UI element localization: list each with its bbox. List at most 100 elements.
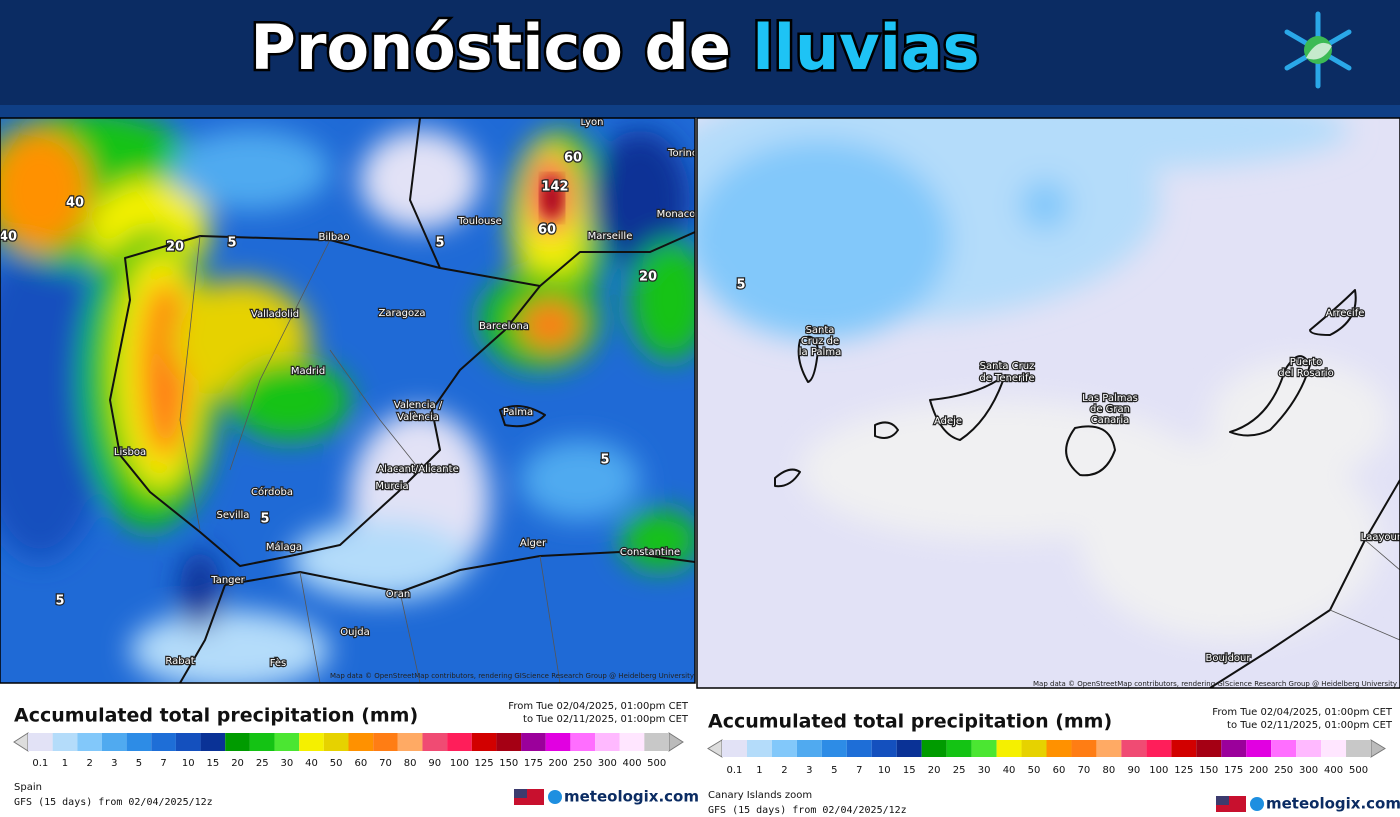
scale-label: 100 bbox=[450, 758, 469, 769]
scale-label: 80 bbox=[404, 758, 417, 769]
scale-label: 40 bbox=[1003, 765, 1016, 776]
map-frame bbox=[0, 117, 696, 684]
scale-label: 70 bbox=[379, 758, 392, 769]
scale-swatch bbox=[896, 740, 922, 757]
scale-swatch bbox=[28, 733, 53, 751]
city-label: Rabat bbox=[165, 656, 194, 667]
scale-label: 400 bbox=[1324, 765, 1343, 776]
date-to: to Tue 02/11/2025, 01:00pm CET bbox=[523, 714, 689, 725]
scale-label: 25 bbox=[256, 758, 269, 769]
city-label: Bilbao bbox=[318, 232, 349, 243]
city-label: Adeje bbox=[934, 416, 962, 427]
contour-label: 5 bbox=[227, 236, 236, 251]
city-label: Córdoba bbox=[251, 486, 293, 498]
scale-swatch bbox=[77, 733, 102, 751]
scale-label: 0.1 bbox=[727, 765, 743, 776]
brand-icon bbox=[1250, 797, 1264, 811]
scale-swatch bbox=[722, 740, 747, 757]
city-label: Torino bbox=[667, 148, 698, 159]
scale-label: 300 bbox=[1299, 765, 1318, 776]
scale-label: 150 bbox=[499, 758, 518, 769]
scale-swatch bbox=[225, 733, 250, 751]
scale-swatch bbox=[1046, 740, 1072, 757]
scale-swatch bbox=[397, 733, 423, 751]
city-label: Palma bbox=[503, 407, 533, 418]
region: Canary Islands zoom bbox=[708, 790, 812, 801]
scale-arrow bbox=[707, 739, 723, 758]
contour-label: 20 bbox=[639, 270, 657, 285]
model: GFS (15 days) from 02/04/2025/12z bbox=[708, 805, 907, 816]
scale-label: 125 bbox=[475, 758, 494, 769]
scale-label: 30 bbox=[978, 765, 991, 776]
map-spain: Map data © OpenStreetMap contributors, r… bbox=[0, 118, 698, 683]
scale-label: 10 bbox=[878, 765, 891, 776]
scale-swatch bbox=[821, 740, 847, 757]
city-label: Toulouse bbox=[457, 216, 501, 227]
contour-label: 40 bbox=[66, 196, 84, 211]
city-label: Alger bbox=[520, 538, 547, 549]
scale-swatch bbox=[447, 733, 472, 751]
scale-label: 20 bbox=[231, 758, 244, 769]
city-label: Santa bbox=[806, 325, 835, 336]
scale-label: 5 bbox=[136, 758, 142, 769]
scale-swatch bbox=[1071, 740, 1097, 757]
contour-label: 5 bbox=[600, 453, 609, 468]
scale-label: 150 bbox=[1199, 765, 1218, 776]
city-label: Laayoune bbox=[1361, 532, 1400, 543]
city-label: Lisboa bbox=[114, 447, 146, 458]
city-label: Oran bbox=[386, 589, 410, 600]
city-label: de Tenerife bbox=[979, 373, 1034, 384]
scale-label: 175 bbox=[1224, 765, 1243, 776]
scale-label: 20 bbox=[928, 765, 941, 776]
city-label: Cruz de bbox=[801, 336, 839, 347]
city-label: Monaco bbox=[657, 209, 696, 220]
scale-swatch bbox=[746, 740, 772, 757]
scale-swatch bbox=[471, 733, 497, 751]
brand: meteologix.com bbox=[564, 788, 699, 806]
city-label: Málaga bbox=[266, 541, 302, 553]
scale-label: 125 bbox=[1174, 765, 1193, 776]
scale-label: 250 bbox=[1274, 765, 1293, 776]
contour-label: 20 bbox=[166, 240, 184, 255]
scale-swatch bbox=[644, 733, 669, 751]
map-canary: Map data © OpenStreetMap contributors, r… bbox=[697, 118, 1400, 688]
city-label: Tanger bbox=[210, 575, 245, 586]
flag-canton bbox=[514, 789, 527, 798]
attribution: Map data © OpenStreetMap contributors, r… bbox=[330, 672, 694, 680]
scale-label: 175 bbox=[524, 758, 543, 769]
scale-swatch bbox=[1021, 740, 1047, 757]
contour-label: 40 bbox=[0, 230, 17, 245]
city-label: del Rosario bbox=[1278, 368, 1333, 379]
map-frame bbox=[696, 117, 1400, 689]
scale-swatch bbox=[274, 733, 300, 751]
city-label: Valencia / bbox=[394, 400, 443, 411]
scale-label: 7 bbox=[856, 765, 862, 776]
flag-canton bbox=[1216, 796, 1229, 805]
region: Spain bbox=[14, 782, 42, 793]
city-label: Santa Cruz bbox=[980, 361, 1035, 372]
scale-label: 2 bbox=[781, 765, 787, 776]
city-label: Boujdour bbox=[1205, 653, 1251, 664]
logo bbox=[1284, 11, 1352, 89]
scale-swatch bbox=[971, 740, 997, 757]
brand: meteologix.com bbox=[1266, 795, 1400, 813]
scale-swatch bbox=[771, 740, 797, 757]
title-part: lluvias bbox=[753, 11, 980, 84]
contour-label: 5 bbox=[55, 594, 64, 609]
contour-label: 142 bbox=[541, 180, 568, 195]
scale-swatch bbox=[1321, 740, 1347, 757]
city-label: Barcelona bbox=[479, 321, 529, 332]
contour-label: 5 bbox=[260, 512, 269, 527]
scale-label: 25 bbox=[953, 765, 966, 776]
scale-swatch bbox=[1171, 740, 1197, 757]
city-label: Las Palmas bbox=[1082, 393, 1138, 404]
scale-swatch bbox=[151, 733, 176, 751]
scale-swatch bbox=[249, 733, 275, 751]
city-label: de Gran bbox=[1090, 404, 1130, 415]
scale-swatch bbox=[521, 733, 546, 751]
date-from: From Tue 02/04/2025, 01:00pm CET bbox=[508, 701, 689, 712]
title-part: Pronóstico de bbox=[250, 11, 731, 84]
scale-label: 15 bbox=[903, 765, 916, 776]
scale-swatch bbox=[200, 733, 226, 751]
